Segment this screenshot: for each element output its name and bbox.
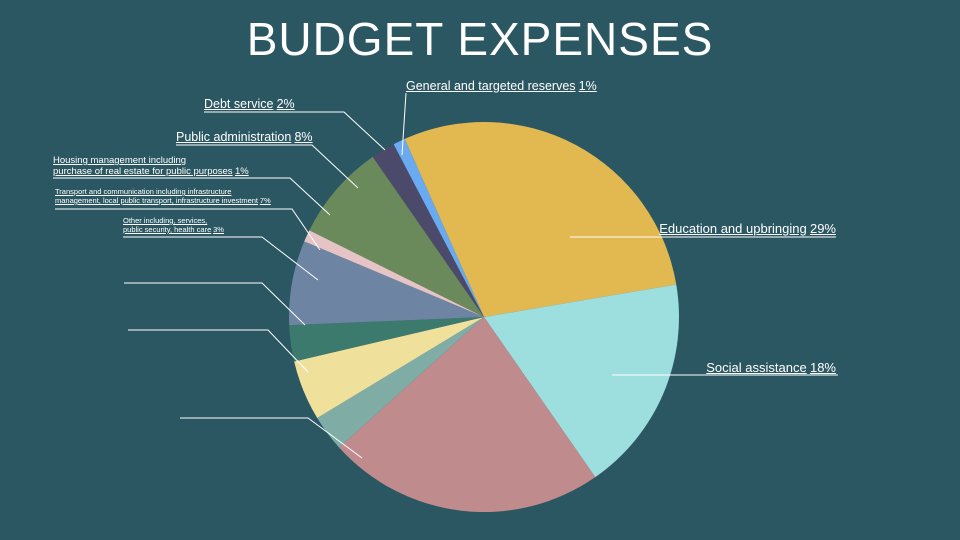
- slice-label: Other including, services, public securi…: [123, 216, 224, 234]
- value-label: 29%: [809, 221, 836, 236]
- slice-label: General and targeted reserves 1%: [406, 79, 597, 94]
- slice-label: Debt service 2%: [204, 97, 295, 112]
- slice-label: Social assistance 18%: [706, 360, 836, 376]
- category-label: Other including, services, public securi…: [123, 216, 212, 234]
- pie-slice: [294, 317, 484, 419]
- slice-label: Housing management including purchase of…: [53, 155, 249, 178]
- category-label: General and targeted reserves: [406, 79, 576, 93]
- value-label: 1%: [578, 79, 597, 93]
- leader-line: [53, 177, 331, 216]
- leader-line: [401, 92, 407, 156]
- leader-line: [176, 144, 359, 189]
- slice-label: Education and upbringing 29%: [659, 221, 836, 237]
- value-label: 2%: [276, 97, 295, 111]
- leader-line: [204, 111, 386, 151]
- leader-line: [55, 208, 321, 251]
- chart-title: BUDGET EXPENSES: [246, 13, 714, 65]
- pie-slice: [372, 144, 484, 317]
- category-label: Social assistance: [706, 360, 807, 375]
- value-label: 7%: [259, 196, 271, 205]
- value-label: 8%: [294, 130, 313, 144]
- pie-slice: [289, 241, 484, 326]
- slice-label: Transport and communication including in…: [55, 187, 271, 205]
- category-label: Transport and communication including in…: [55, 187, 259, 205]
- category-label: Housing management including purchase of…: [53, 155, 233, 178]
- leader-line: [180, 417, 363, 459]
- value-label: 3%: [213, 225, 224, 234]
- category-label: Public administration: [176, 130, 292, 144]
- pie-slice: [404, 122, 677, 317]
- pie-slice: [484, 284, 679, 478]
- pie-slice: [309, 156, 484, 317]
- value-label: 18%: [809, 360, 836, 375]
- pie-slice: [393, 138, 484, 317]
- pie-slice: [317, 317, 484, 448]
- pie-slice: [289, 317, 484, 362]
- leader-line: [124, 282, 306, 326]
- category-label: Education and upbringing: [659, 221, 807, 236]
- pie-slice: [304, 230, 484, 317]
- value-label: 1%: [234, 166, 249, 178]
- leader-line: [123, 236, 319, 281]
- leader-line: [128, 329, 309, 373]
- slice-label: Public administration 8%: [176, 130, 313, 145]
- category-label: Debt service: [204, 97, 274, 111]
- pie-slice: [339, 317, 596, 513]
